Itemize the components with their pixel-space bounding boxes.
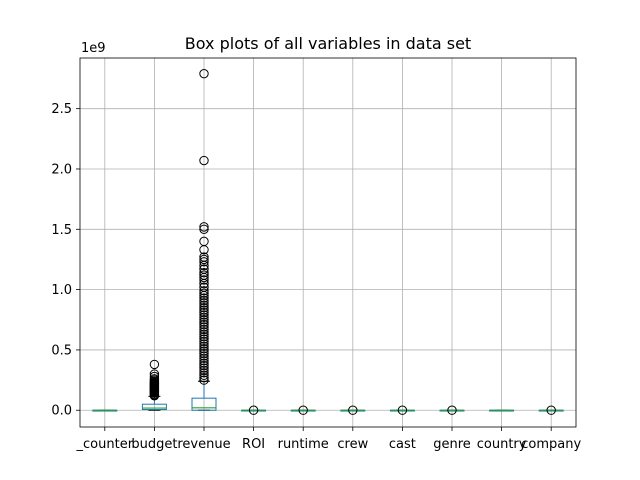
flier-point bbox=[199, 363, 209, 373]
box-country bbox=[489, 409, 515, 412]
flier-point bbox=[199, 358, 209, 368]
flier-point bbox=[199, 319, 209, 330]
flier-point bbox=[199, 155, 209, 166]
flier-point bbox=[199, 331, 209, 342]
flier-point bbox=[199, 322, 209, 332]
box-ROI bbox=[241, 405, 267, 415]
flier-point bbox=[199, 310, 209, 320]
flier-point bbox=[447, 405, 457, 415]
flier-point bbox=[199, 224, 209, 234]
x-tick-label: crew bbox=[337, 437, 368, 452]
flier-point bbox=[199, 307, 209, 318]
flier-point bbox=[199, 375, 209, 385]
flier-point bbox=[397, 405, 408, 415]
flier-point bbox=[199, 68, 209, 79]
box-runtime bbox=[290, 405, 316, 415]
box-crew bbox=[340, 405, 366, 415]
flier-point bbox=[199, 360, 209, 371]
flier-point bbox=[199, 327, 209, 337]
flier-point bbox=[546, 405, 556, 415]
box-_counter bbox=[92, 409, 118, 412]
flier-point bbox=[199, 293, 209, 303]
flier-point bbox=[199, 346, 209, 356]
box-company bbox=[538, 405, 564, 415]
flier-point bbox=[199, 370, 209, 380]
x-tick-label: company bbox=[521, 437, 581, 452]
flier-point bbox=[199, 257, 209, 267]
y-axis-offset-label: 1e9 bbox=[81, 41, 106, 56]
x-tick-label: budget bbox=[131, 437, 177, 452]
grid-layer bbox=[80, 58, 576, 427]
y-tick-label: 2.5 bbox=[51, 102, 72, 117]
box-genre bbox=[439, 405, 465, 415]
box-budget bbox=[141, 359, 167, 411]
flier-point bbox=[199, 302, 209, 313]
flier-point bbox=[199, 372, 209, 383]
flier-point bbox=[199, 336, 209, 347]
flier-point bbox=[199, 222, 209, 232]
box-body bbox=[191, 397, 217, 411]
flier-point bbox=[199, 254, 209, 265]
flier-point bbox=[199, 324, 209, 335]
plot-frame bbox=[79, 57, 577, 428]
box-body bbox=[141, 403, 167, 411]
flier-point bbox=[199, 252, 209, 262]
flier-point bbox=[199, 305, 209, 315]
flier-point bbox=[199, 351, 209, 361]
flier-point bbox=[199, 329, 209, 339]
flier-point bbox=[199, 295, 209, 306]
y-tick-label: 1.0 bbox=[51, 283, 72, 298]
x-tick-label: ROI bbox=[242, 437, 265, 452]
flier-point bbox=[199, 264, 209, 274]
flier-point bbox=[199, 356, 209, 366]
box-layer bbox=[92, 68, 564, 415]
x-tick-label: genre bbox=[433, 437, 471, 452]
flier-point bbox=[149, 369, 160, 379]
flier-point bbox=[199, 282, 209, 292]
flier-point bbox=[199, 286, 209, 296]
flier-point bbox=[149, 359, 160, 370]
flier-point bbox=[149, 371, 160, 382]
flier-point bbox=[199, 348, 209, 359]
flier-point bbox=[199, 339, 209, 349]
x-tick-label: runtime bbox=[278, 437, 329, 452]
flier-point bbox=[199, 312, 209, 323]
flier-point bbox=[199, 368, 209, 378]
flier-point bbox=[298, 405, 308, 415]
y-tick-label: 0.0 bbox=[51, 404, 72, 419]
flier-point bbox=[248, 405, 259, 415]
flier-point bbox=[199, 344, 209, 354]
flier-point bbox=[199, 300, 209, 310]
flier-point bbox=[199, 270, 209, 280]
x-tick-label: revenue bbox=[177, 437, 230, 452]
flier-point bbox=[149, 374, 160, 384]
flier-point bbox=[199, 365, 209, 376]
y-tick-label: 1.5 bbox=[51, 223, 72, 238]
box-cast bbox=[389, 405, 415, 415]
flier-point bbox=[199, 275, 209, 285]
x-tick-label: cast bbox=[389, 437, 416, 452]
y-tick-label: 0.5 bbox=[51, 343, 72, 358]
flier-point bbox=[199, 334, 209, 344]
x-tick-label: country bbox=[477, 437, 527, 452]
flier-point bbox=[199, 341, 209, 352]
flier-point bbox=[199, 353, 209, 364]
flier-point bbox=[199, 288, 209, 298]
flier-point bbox=[199, 236, 209, 247]
flier-point bbox=[199, 317, 209, 327]
flier-point bbox=[348, 405, 358, 415]
flier-point bbox=[199, 268, 209, 278]
flier-point bbox=[199, 298, 209, 308]
chart-title: Box plots of all variables in data set bbox=[185, 34, 471, 53]
flier-point bbox=[199, 315, 209, 325]
box-revenue bbox=[191, 68, 217, 411]
x-tick-label: _counter bbox=[76, 437, 134, 452]
y-tick-label: 2.0 bbox=[51, 162, 72, 177]
